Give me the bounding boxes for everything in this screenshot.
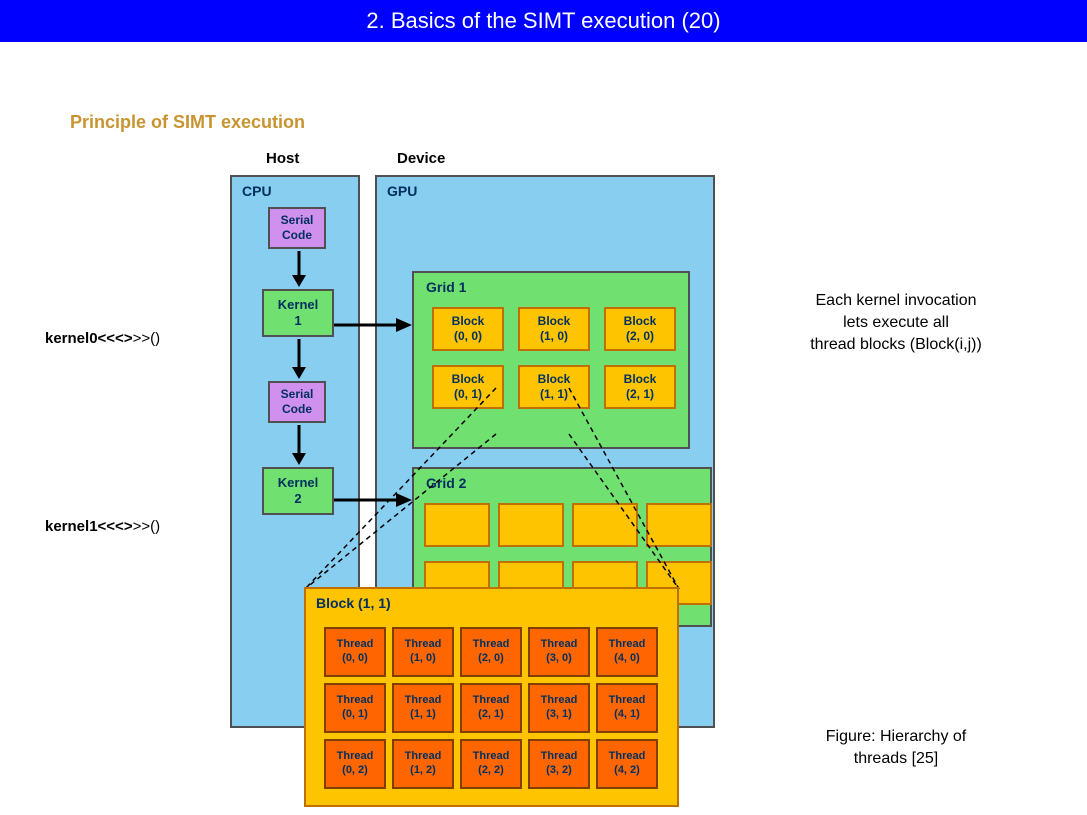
thread-cell: Thread(2, 0) [460, 627, 522, 677]
slide-header: 2. Basics of the SIMT execution (20) [0, 0, 1087, 42]
arrow-right-icon [334, 300, 414, 350]
section-subtitle: Principle of SIMT execution [70, 112, 305, 133]
thread-cell: Thread(3, 1) [528, 683, 590, 733]
block-detail: Block (1, 1) Thread(0, 0)Thread(1, 0)Thr… [304, 587, 679, 807]
thread-cell: Thread(3, 0) [528, 627, 590, 677]
thread-cell: Thread(0, 1) [324, 683, 386, 733]
thread-cell: Thread(3, 2) [528, 739, 590, 789]
block-detail-label: Block (1, 1) [316, 595, 391, 611]
thread-cell: Thread(0, 2) [324, 739, 386, 789]
device-label: Device [397, 150, 445, 167]
gpu-label: GPU [387, 183, 417, 199]
grid-block: Block(2, 0) [604, 307, 676, 351]
kernel0-call-prefix: kernel0<<<> [45, 330, 133, 347]
right-note: Each kernel invocationlets execute allth… [766, 290, 1026, 356]
host-label: Host [266, 150, 299, 167]
kernel1-call-suffix: >>() [133, 518, 161, 535]
kernel1-call-prefix: kernel1<<<> [45, 518, 133, 535]
kernel1-call: kernel1<<<>>>() [45, 518, 160, 535]
thread-cell: Thread(1, 2) [392, 739, 454, 789]
thread-cell: Thread(1, 0) [392, 627, 454, 677]
kernel0-call: kernel0<<<>>>() [45, 330, 160, 347]
thread-cell: Thread(2, 2) [460, 739, 522, 789]
grid-block: Block(0, 0) [432, 307, 504, 351]
projection-lines [304, 377, 704, 597]
kernel0-call-suffix: >>() [133, 330, 161, 347]
kernel-box: Kernel1 [262, 289, 334, 337]
grid-1-label: Grid 1 [426, 279, 466, 295]
slide-title: 2. Basics of the SIMT execution (20) [366, 8, 720, 33]
thread-cell: Thread(2, 1) [460, 683, 522, 733]
arrow-down-icon [290, 251, 308, 287]
thread-cell: Thread(0, 0) [324, 627, 386, 677]
grid-block: Block(1, 0) [518, 307, 590, 351]
thread-cell: Thread(1, 1) [392, 683, 454, 733]
arrow-down-icon [290, 339, 308, 379]
thread-cell: Thread(4, 1) [596, 683, 658, 733]
cpu-label: CPU [242, 183, 272, 199]
figure-caption: Figure: Hierarchy ofthreads [25] [766, 726, 1026, 770]
thread-cell: Thread(4, 0) [596, 627, 658, 677]
diagram-container: CPU SerialCode Kernel1 SerialCode Kernel… [50, 175, 750, 795]
thread-cell: Thread(4, 2) [596, 739, 658, 789]
serial-code-box: SerialCode [268, 207, 326, 249]
